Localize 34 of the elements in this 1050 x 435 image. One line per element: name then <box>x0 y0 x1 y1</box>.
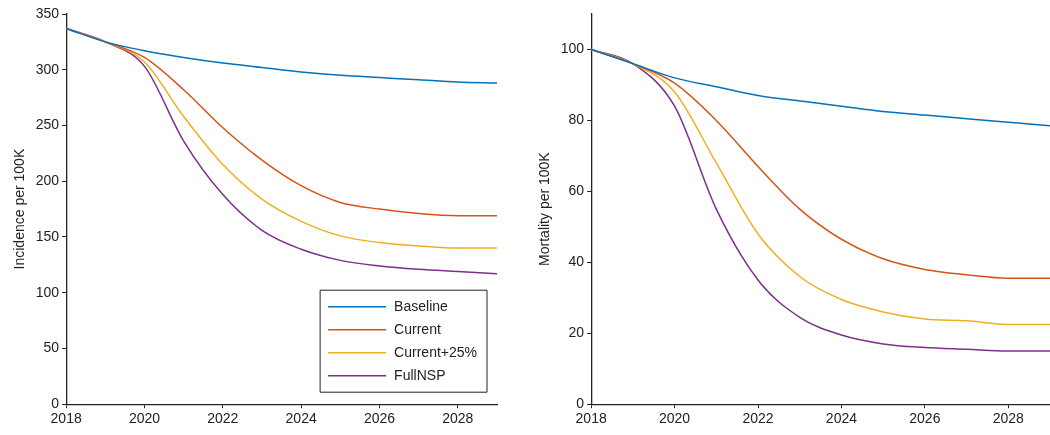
y-tick-label: 80 <box>568 111 585 128</box>
line-series <box>66 27 497 84</box>
x-tick-label: 2018 <box>575 410 607 427</box>
y-axis-title: Incidence per 100K <box>11 148 28 270</box>
y-tick-label: 200 <box>35 172 60 189</box>
y-axis-title: Mortality per 100K <box>536 151 553 266</box>
x-tick-label: 2022 <box>207 410 239 427</box>
y-tick-label: 100 <box>560 40 585 57</box>
y-tick-label: 350 <box>35 4 60 21</box>
y-tick-label: 100 <box>35 283 60 300</box>
x-tick-label: 2026 <box>909 410 941 427</box>
y-tick-label: 60 <box>568 182 585 199</box>
y-tick-label: 300 <box>35 60 60 77</box>
legend-label: FullNSP <box>394 366 446 383</box>
x-tick-label: 2018 <box>50 410 82 427</box>
y-tick-label: 150 <box>35 227 60 244</box>
x-tick-label: 2020 <box>128 410 161 427</box>
x-tick-label: 2024 <box>285 410 317 427</box>
x-tick-label: 2026 <box>363 410 396 427</box>
x-tick-label: 2024 <box>825 410 858 427</box>
y-tick-label: 250 <box>35 116 60 133</box>
legend-label: Current <box>394 320 441 337</box>
legend-label: Current+25% <box>394 343 478 360</box>
x-tick-label: 2028 <box>442 410 474 427</box>
y-tick-label: 0 <box>51 395 60 412</box>
y-tick-label: 20 <box>568 324 585 341</box>
y-tick-label: 40 <box>568 253 585 270</box>
x-tick-label: 2020 <box>659 410 691 427</box>
x-tick-label: 2022 <box>742 410 774 427</box>
y-tick-label: 0 <box>576 395 585 412</box>
x-tick-label: 2028 <box>992 410 1025 427</box>
legend-label: Baseline <box>394 297 449 314</box>
y-tick-label: 50 <box>43 339 60 356</box>
line-series <box>591 48 1050 127</box>
